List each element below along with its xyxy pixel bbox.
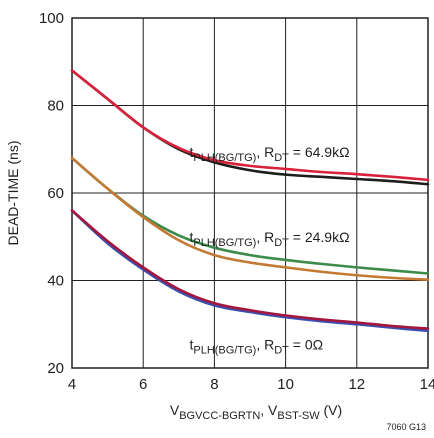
x-tick-label: 12 bbox=[348, 376, 365, 393]
x-tick-label: 14 bbox=[420, 376, 434, 393]
x-tick-label: 8 bbox=[210, 376, 218, 393]
series-line-3 bbox=[70, 156, 430, 281]
y-tick-label: 40 bbox=[47, 273, 64, 290]
x-tick-label: 6 bbox=[139, 376, 147, 393]
y-tick-label: 20 bbox=[47, 360, 64, 377]
grid bbox=[72, 18, 428, 368]
plot-frame bbox=[71, 17, 429, 369]
series-line-5 bbox=[70, 209, 430, 330]
x-tick-label: 4 bbox=[68, 376, 76, 393]
x-tick-label: 10 bbox=[277, 376, 294, 393]
y-axis-label: DEAD-TIME (ns) bbox=[5, 141, 21, 246]
series-group bbox=[70, 69, 430, 333]
figure-id: 7060 G13 bbox=[386, 422, 426, 432]
y-tick-label: 100 bbox=[39, 10, 64, 27]
annotation-64k9: tPLH(BG/TG), RDT = 64.9kΩ bbox=[189, 144, 349, 164]
y-tick-labels: 20 40 60 80 100 bbox=[39, 10, 64, 377]
series-line-1 bbox=[70, 69, 430, 182]
y-tick-label: 60 bbox=[47, 185, 64, 202]
series-line-0 bbox=[70, 69, 430, 186]
x-tick-labels: 4 6 8 10 12 14 bbox=[68, 376, 434, 393]
annotation-24k9: tPLH(BG/TG), RDT = 24.9kΩ bbox=[189, 229, 349, 249]
y-tick-label: 80 bbox=[47, 98, 64, 115]
annotation-0ohm: tPLH(BG/TG), RDT = 0Ω bbox=[189, 337, 323, 357]
series-line-4 bbox=[70, 209, 430, 333]
x-axis-label: VBGVCC-BGRTN, VBST-SW (V) bbox=[170, 402, 342, 422]
